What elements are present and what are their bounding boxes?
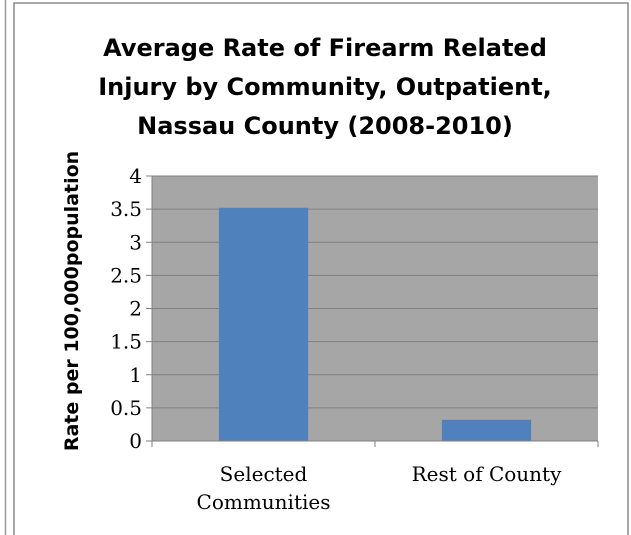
x-category-labels: Selected Communities Rest of County bbox=[197, 462, 563, 514]
y-tick-label: 1.5 bbox=[110, 330, 142, 354]
y-axis-label: Rate per 100,000population bbox=[61, 151, 83, 451]
x-category-label: Rest of County bbox=[412, 462, 562, 486]
y-tick-label: 4 bbox=[129, 164, 142, 188]
chart-title-line-2: Injury by Community, Outpatient, bbox=[98, 73, 552, 101]
y-tick-label: 2.5 bbox=[110, 263, 142, 287]
bars bbox=[218, 207, 532, 441]
y-tick-label: 3.5 bbox=[110, 197, 142, 221]
bar bbox=[441, 419, 532, 441]
chart-title: Average Rate of Firearm Related Injury b… bbox=[98, 34, 552, 140]
y-tick-labels: 0 0.5 1 1.5 2 2.5 3 3.5 4 bbox=[110, 164, 142, 453]
y-tick-label: 0 bbox=[129, 429, 142, 453]
y-tick-label: 3 bbox=[129, 230, 142, 254]
left-page-edge bbox=[0, 0, 6, 535]
y-tick-label: 2 bbox=[129, 297, 142, 321]
chart-title-line-3: Nassau County (2008-2010) bbox=[137, 112, 513, 140]
bar bbox=[218, 207, 309, 441]
x-category-label: Selected bbox=[220, 462, 308, 486]
chart-title-line-1: Average Rate of Firearm Related bbox=[103, 34, 547, 62]
axes bbox=[146, 175, 599, 447]
y-tick-label: 0.5 bbox=[110, 396, 142, 420]
y-tick-label: 1 bbox=[129, 363, 142, 387]
x-category-label: Communities bbox=[197, 490, 331, 514]
